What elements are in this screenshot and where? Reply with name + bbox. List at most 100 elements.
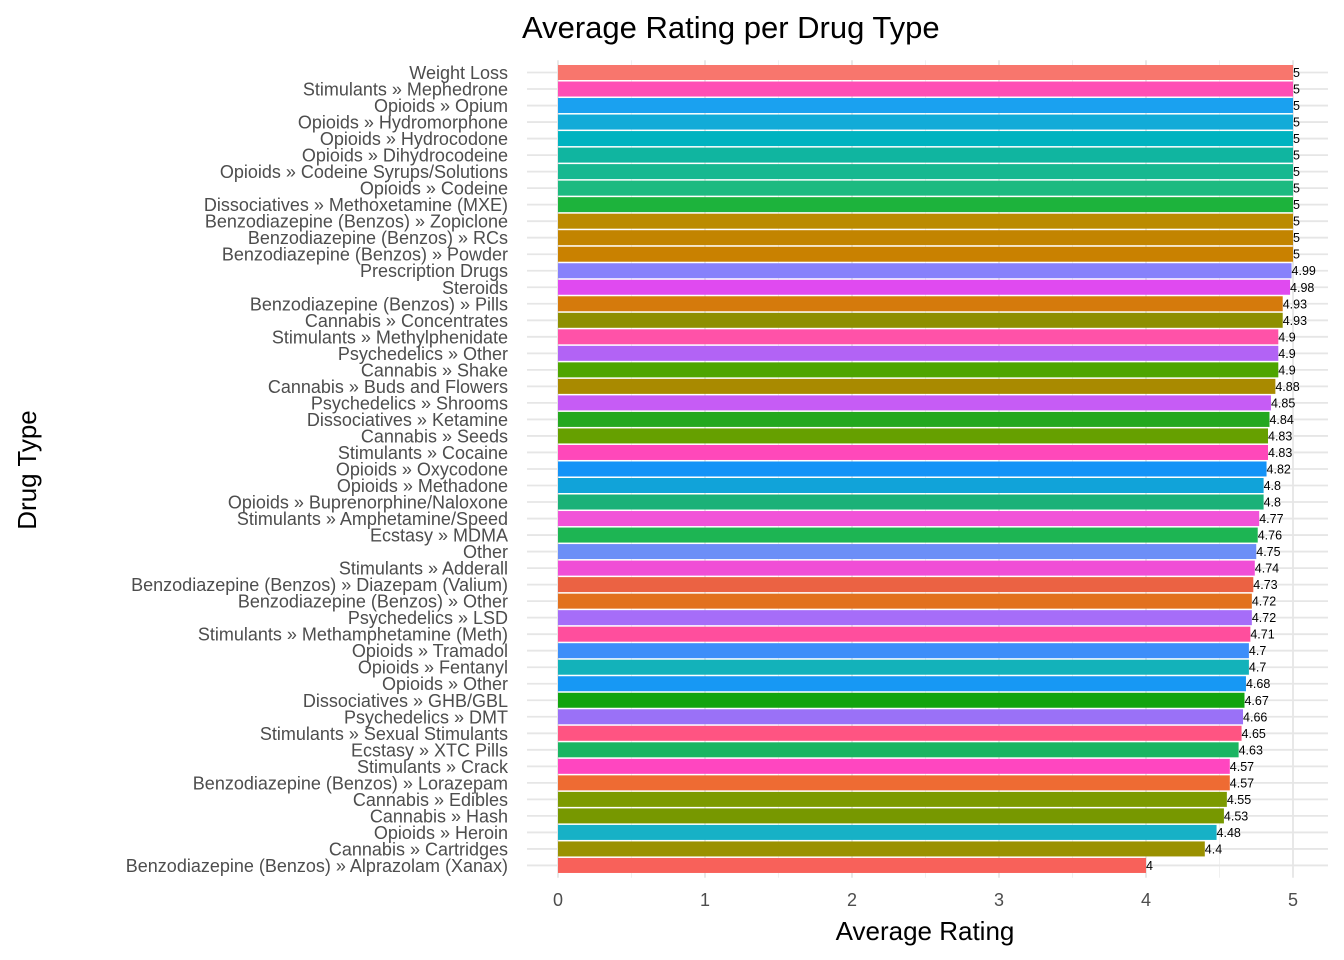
category-label: Other: [463, 542, 508, 562]
x-axis-tick-labels: 0 1 2 3 4 5: [553, 890, 1298, 910]
bar: [558, 544, 1257, 560]
category-label: Cannabis » Buds and Flowers: [268, 377, 508, 397]
category-label: Opioids » Other: [382, 674, 508, 694]
bar-value-label: 4.67: [1244, 694, 1268, 708]
category-label: Stimulants » Cocaine: [338, 443, 508, 463]
bar-value-label: 4.72: [1252, 595, 1276, 609]
category-label: Opioids » Codeine: [360, 179, 508, 199]
category-label: Psychedelics » LSD: [348, 608, 508, 628]
category-label: Cannabis » Concentrates: [305, 311, 508, 331]
bar-value-label: 4.83: [1268, 429, 1292, 443]
bar-value-label: 4.77: [1259, 512, 1283, 526]
bar: [558, 692, 1245, 708]
category-label: Stimulants » Sexual Stimulants: [260, 724, 508, 744]
bar-value-label: 4.7: [1249, 644, 1266, 658]
bar-value-label: 4.71: [1250, 628, 1274, 642]
bar: [558, 791, 1227, 807]
bar: [558, 180, 1293, 196]
category-label: Stimulants » Methylphenidate: [272, 327, 508, 347]
category-label: Opioids » Fentanyl: [358, 658, 508, 678]
bar: [558, 362, 1279, 378]
category-label: Psychedelics » DMT: [344, 707, 508, 727]
bar-value-label: 5: [1293, 83, 1300, 97]
category-label: Benzodiazepine (Benzos) » RCs: [248, 228, 508, 248]
bar: [558, 246, 1293, 262]
bar-value-label: 4.98: [1290, 281, 1314, 295]
category-label: Opioids » Oxycodone: [336, 459, 508, 479]
category-label: Cannabis » Seeds: [361, 426, 508, 446]
category-label: Opioids » Heroin: [374, 823, 508, 843]
category-label: Dissociatives » Methoxetamine (MXE): [204, 195, 508, 215]
bar-value-label: 4.88: [1275, 380, 1299, 394]
bar: [558, 131, 1293, 147]
bar: [558, 230, 1293, 246]
bar-value-label: 5: [1293, 132, 1300, 146]
bar: [558, 114, 1293, 130]
bar: [558, 296, 1283, 312]
category-label: Opioids » Hydrocodone: [320, 129, 508, 149]
bar: [558, 428, 1269, 444]
bar-value-label: 5: [1293, 165, 1300, 179]
bar: [558, 527, 1258, 543]
bar: [558, 593, 1252, 609]
category-label: Opioids » Methadone: [337, 476, 508, 496]
bar: [558, 312, 1283, 328]
bar: [558, 742, 1239, 758]
bar: [558, 626, 1251, 642]
category-label: Psychedelics » Other: [338, 344, 508, 364]
bar-value-label: 4.53: [1224, 809, 1248, 823]
bar-value-label: 4.4: [1205, 842, 1222, 856]
category-label: Dissociatives » Ketamine: [307, 410, 508, 430]
category-label: Opioids » Tramadol: [352, 641, 508, 661]
bar: [558, 444, 1269, 460]
bar-value-label: 5: [1293, 66, 1300, 80]
bars: [558, 65, 1293, 873]
bar: [558, 808, 1224, 824]
bar-value-label: 4.55: [1227, 793, 1251, 807]
bar-value-label: 4.84: [1269, 413, 1293, 427]
bar: [558, 494, 1264, 510]
category-label: Stimulants » Mephedrone: [303, 80, 508, 100]
bar-value-label: 5: [1293, 215, 1300, 229]
bar: [558, 610, 1252, 626]
category-label: Benzodiazepine (Benzos) » Zopiclone: [205, 212, 508, 232]
category-label: Benzodiazepine (Benzos) » Pills: [250, 294, 508, 314]
bar-value-label: 4.73: [1253, 578, 1277, 592]
bar-value-label: 4.8: [1264, 479, 1281, 493]
x-axis-title: Average Rating: [836, 916, 1015, 946]
bar-value-label: 5: [1293, 116, 1300, 130]
bar-value-label: 4.65: [1242, 727, 1266, 741]
category-label: Benzodiazepine (Benzos) » Powder: [222, 245, 508, 265]
bar: [558, 841, 1205, 857]
bar: [558, 263, 1292, 279]
bar-value-label: 4.74: [1255, 562, 1279, 576]
bar: [558, 329, 1279, 345]
category-label: Stimulants » Methamphetamine (Meth): [198, 625, 508, 645]
category-label: Ecstasy » XTC Pills: [351, 740, 508, 760]
bar: [558, 659, 1249, 675]
bar: [558, 857, 1146, 873]
category-label: Benzodiazepine (Benzos) » Lorazepam: [193, 773, 508, 793]
category-label: Stimulants » Adderall: [339, 559, 508, 579]
bar: [558, 758, 1230, 774]
bar: [558, 577, 1254, 593]
bar-value-label: 4.76: [1258, 529, 1282, 543]
chart-title: Average Rating per Drug Type: [522, 10, 940, 45]
bar-value-label: 4.9: [1278, 347, 1295, 361]
category-label: Cannabis » Hash: [370, 806, 508, 826]
bar-value-label: 5: [1293, 198, 1300, 212]
bar: [558, 411, 1270, 427]
bar: [558, 81, 1293, 97]
category-label: Cannabis » Edibles: [353, 790, 508, 810]
bar: [558, 775, 1230, 791]
category-label: Psychedelics » Shrooms: [311, 393, 508, 413]
bar-value-label: 4.9: [1278, 330, 1295, 344]
bar: [558, 147, 1293, 163]
bar-value-label: 4.63: [1239, 743, 1263, 757]
x-tick-label: 0: [553, 890, 563, 910]
bar-value-label: 4.93: [1283, 314, 1307, 328]
bar-value-label: 5: [1293, 182, 1300, 196]
category-label: Cannabis » Cartridges: [329, 839, 508, 859]
bar-value-label: 4.48: [1217, 826, 1241, 840]
